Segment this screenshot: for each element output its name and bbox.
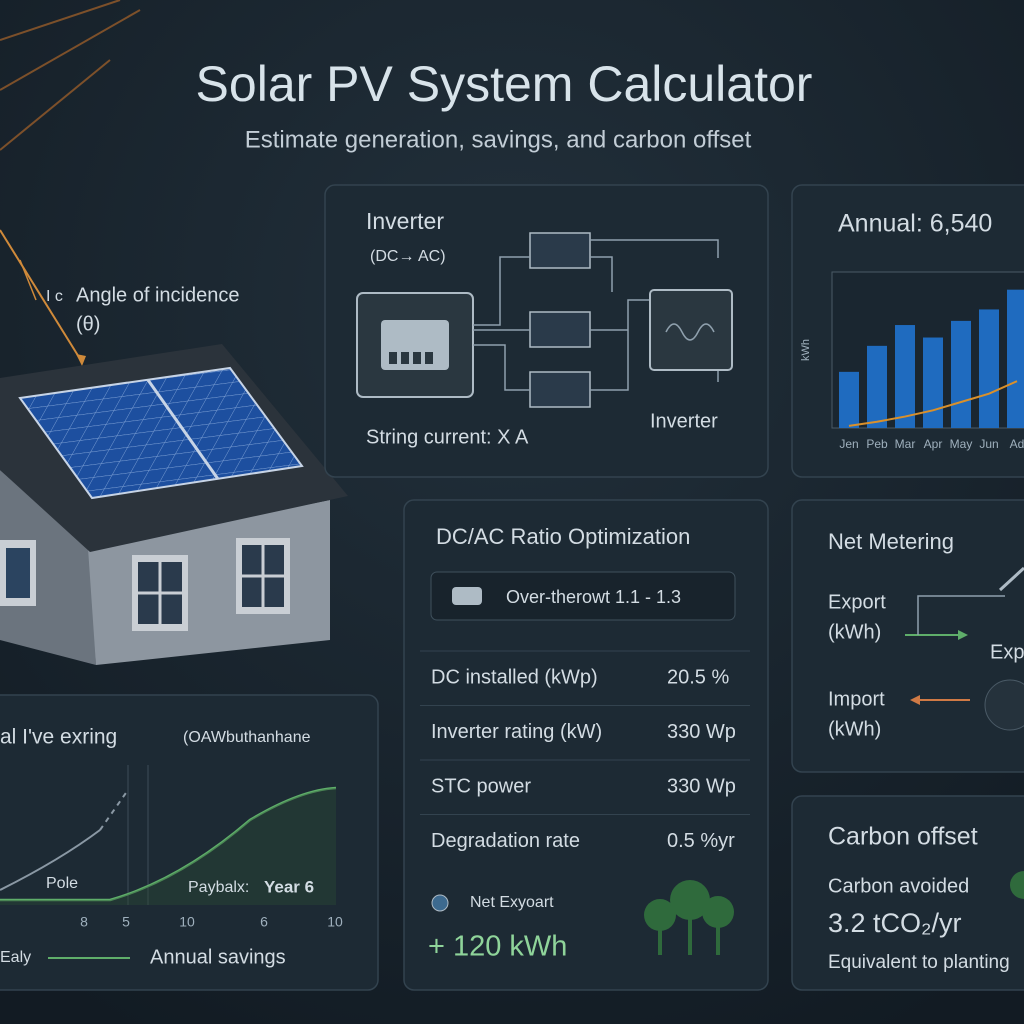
angle-label: Angle of incidence xyxy=(76,284,239,306)
row-label: Degradation rate xyxy=(431,830,580,852)
dcac-panel xyxy=(403,499,769,991)
bar xyxy=(1007,289,1024,428)
row-value: 330 Wp xyxy=(667,721,736,743)
payback-label: Paybalx: xyxy=(188,879,249,896)
x-tick-label: 10 xyxy=(327,914,343,930)
carbon-avoided-value: 3.2 tCO₂/yr xyxy=(828,908,962,938)
annual-title: Annual: 6,540 xyxy=(838,210,992,238)
y-axis-label: kWh xyxy=(800,339,812,361)
metering-diagram xyxy=(905,566,1024,731)
tree-icon xyxy=(1010,871,1024,899)
payback-ticks: 8 5 10 6 10 xyxy=(80,914,343,930)
x-tick-label: Peb xyxy=(866,437,888,451)
x-tick-label: 8 xyxy=(80,914,88,930)
export-unit: (kWh) xyxy=(828,621,881,643)
x-tick-label: Apr xyxy=(924,437,943,451)
x-tick-label: Jun xyxy=(979,437,998,451)
inverter-subtitle: (DC→ AC) xyxy=(370,248,446,265)
payback-title: al I've exring xyxy=(0,726,117,749)
row-label: STC power xyxy=(431,775,531,797)
dcac-title: DC/AC Ratio Optimization xyxy=(436,524,690,549)
legend-left: Ealy xyxy=(0,949,31,966)
bar xyxy=(979,309,999,428)
inverter-title: Inverter xyxy=(366,208,444,234)
page-subtitle: Estimate generation, savings, and carbon… xyxy=(245,126,752,153)
payback-year: Year 6 xyxy=(264,877,314,896)
dcac-rows: DC installed (kWp) 20.5 % Inverter rating … xyxy=(420,650,750,852)
export-icon xyxy=(431,894,449,912)
payback-chart xyxy=(0,765,337,905)
payback-panel xyxy=(0,694,379,991)
carbon-avoided-label: Carbon avoided xyxy=(828,875,969,897)
payback-subtitle: (OAWbuthanhane xyxy=(183,729,311,746)
import-unit: (kWh) xyxy=(828,718,881,740)
row-label: DC installed (kWp) xyxy=(431,666,598,688)
inverter-label: Inverter xyxy=(650,410,718,432)
net-metering-title: Net Metering xyxy=(828,529,954,554)
row-label: Inverter rating (kW) xyxy=(431,721,602,743)
x-tick-label: 6 xyxy=(260,914,268,930)
row-value: 330 Wp xyxy=(667,775,736,797)
row-value: 0.5 %yr xyxy=(667,830,735,852)
bar xyxy=(839,371,859,428)
bar xyxy=(867,345,887,428)
net-export-label: Net Exyoart xyxy=(470,894,554,911)
bar xyxy=(923,337,943,428)
carbon-title: Carbon offset xyxy=(828,823,978,851)
bar xyxy=(895,325,915,428)
house-illustration xyxy=(0,229,348,665)
carbon-equivalent: Equivalent to planting xyxy=(828,952,1010,973)
string-current: String current: X A xyxy=(366,426,529,448)
carbon-panel xyxy=(791,795,1024,991)
row-value: 20.5 % xyxy=(667,666,729,688)
trend-line xyxy=(848,380,1018,427)
export-label: Export xyxy=(828,591,886,613)
range-text: Over-therowt 1.1 - 1.3 xyxy=(506,587,681,607)
net-export-value: + 120 kWh xyxy=(428,931,567,963)
range-icon xyxy=(452,587,482,605)
inverter-diagram xyxy=(356,232,733,408)
import-label: Import xyxy=(828,688,885,710)
angle-symbol: (θ) xyxy=(76,313,100,335)
marker-label: I c xyxy=(46,288,63,305)
legend-right: Annual savings xyxy=(150,946,286,968)
x-tick-label: May xyxy=(950,437,973,451)
page-title: Solar PV System Calculator xyxy=(196,56,813,112)
sun-rays xyxy=(0,0,141,151)
side-label: Exp xyxy=(990,641,1024,663)
x-tick-label: 10 xyxy=(179,914,195,930)
pole-label: Pole xyxy=(46,875,78,892)
x-tick-label: 5 xyxy=(122,914,130,930)
x-tick-label: Ad xyxy=(1010,437,1024,451)
x-tick-label: Jen xyxy=(839,437,858,451)
trees-icon xyxy=(644,880,734,955)
x-tick-label: Mar xyxy=(895,437,916,451)
bar xyxy=(951,320,971,428)
range-field[interactable] xyxy=(430,571,736,621)
annual-chart: kWh Jen Peb Mar Apr May Jun Ad xyxy=(800,271,1024,451)
